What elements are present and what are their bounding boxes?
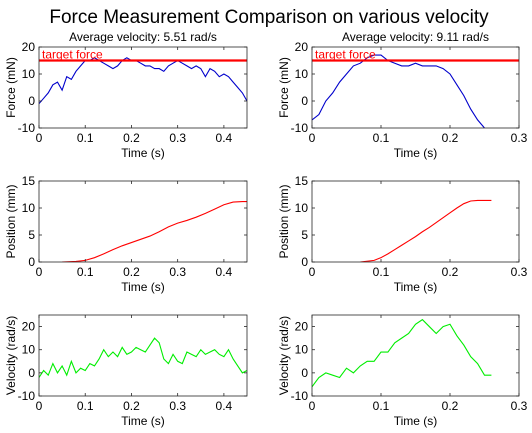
y-tick-label: -10 [18,389,36,403]
x-axis-label: Time (s) [121,146,165,160]
series-line [39,57,247,105]
y-tick-label: -10 [291,389,309,403]
x-tick-label: 0.4 [216,399,233,413]
x-axis-label: Time (s) [121,414,165,428]
x-tick-label: 0.4 [216,131,233,145]
y-tick-label: -10 [18,121,36,135]
target-force-annotation: target force [315,48,376,62]
x-tick-label: 0.1 [77,131,94,145]
x-tick-label: 0.2 [442,131,459,145]
y-tick-label: 0 [28,366,35,380]
x-tick-label: 0 [36,131,43,145]
y-axis-label: Position (mm) [4,184,18,258]
y-tick-label: 15 [295,174,309,188]
x-axis-label: Time (s) [121,280,165,294]
subplot-4: 0 0.1 0.2 0.3 0 5 10 15 Time (s) Position (mm) [277,174,528,294]
series-line [312,54,485,128]
y-tick-label: 5 [28,228,35,242]
y-tick-label: 15 [22,174,36,188]
series-line [62,200,247,262]
x-tick-label: 0.2 [123,399,140,413]
x-tick-label: 0.3 [169,265,186,279]
y-tick-label: 10 [22,343,36,357]
axes-box [38,180,248,263]
x-tick-label: 0.2 [442,265,459,279]
x-tick-label: 0.1 [77,265,94,279]
y-tick-label: 0 [301,255,308,269]
x-tick-label: 0.1 [77,399,94,413]
y-tick-label: 0 [301,94,308,108]
y-tick-label: 10 [22,67,36,81]
series-line [360,199,492,262]
series-line [312,318,492,388]
x-tick-label: 0.1 [373,399,390,413]
x-axis-label: Time (s) [394,146,438,160]
x-tick-label: 0.3 [169,399,186,413]
subplot-title: Average velocity: 9.11 rad/s [342,30,489,44]
y-tick-label: 0 [28,94,35,108]
y-tick-label: 0 [28,255,35,269]
axes-box [311,180,520,263]
y-tick-label: 10 [295,343,309,357]
x-tick-label: 0 [309,131,316,145]
figure-title: Force Measurement Comparison on various … [49,7,489,28]
y-tick-label: 5 [301,228,308,242]
y-axis-label: Force (mN) [277,57,291,118]
y-axis-label: Force (mN) [4,57,18,118]
y-axis-label: Velocity (rad/s) [277,316,291,395]
y-tick-label: 20 [22,40,36,54]
x-tick-label: 0.1 [373,131,390,145]
y-axis-label: Position (mm) [277,184,291,258]
x-tick-label: 0.4 [216,265,233,279]
axes-box [38,314,248,397]
x-tick-label: 0 [36,265,43,279]
x-tick-label: 0.2 [123,265,140,279]
axes-box [311,314,520,397]
series-line [39,337,247,378]
subplot-title: Average velocity: 5.51 rad/s [69,30,217,44]
x-tick-label: 0.3 [511,265,528,279]
x-tick-label: 0.3 [511,131,528,145]
target-force-annotation: target force [42,48,103,62]
y-tick-label: 0 [301,366,308,380]
x-tick-label: 0.1 [373,265,390,279]
x-tick-label: 0 [36,399,43,413]
x-tick-label: 0.3 [511,399,528,413]
x-tick-label: 0.2 [123,131,140,145]
y-tick-label: 10 [22,201,36,215]
y-tick-label: 10 [295,201,309,215]
x-tick-label: 0 [309,399,316,413]
y-axis-label: Velocity (rad/s) [4,316,18,395]
x-tick-label: 0 [309,265,316,279]
subplot-3: 0 0.1 0.2 0.3 0.4 0 5 10 15 Time (s) Position (mm) [4,174,248,294]
x-axis-label: Time (s) [394,414,438,428]
y-tick-label: -10 [291,121,309,135]
x-axis-label: Time (s) [394,280,438,294]
y-tick-label: 20 [295,40,309,54]
axes-box [311,46,520,129]
x-tick-label: 0.3 [169,131,186,145]
x-tick-label: 0.2 [442,399,459,413]
y-tick-label: 20 [22,320,36,334]
y-tick-label: 10 [295,67,309,81]
y-tick-label: 20 [295,320,309,334]
axes-box [38,46,248,129]
